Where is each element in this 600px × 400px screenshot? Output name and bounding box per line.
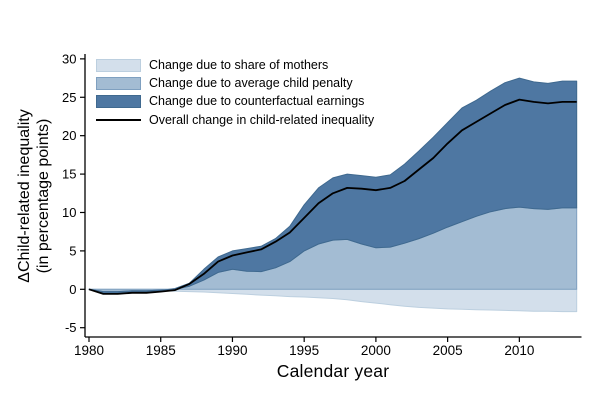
x-tick-label: 1990 <box>217 343 247 358</box>
x-tick-label: 2005 <box>433 343 463 358</box>
y-tick-label: 0 <box>69 282 76 297</box>
x-tick-label: 1985 <box>146 343 176 358</box>
legend-row-overall-change: Overall change in child-related inequali… <box>96 111 374 129</box>
legend-row-counterfactual-earnings: Change due to counterfactual earnings <box>96 92 374 110</box>
y-axis-title-line2: (in percentage points) <box>34 118 52 274</box>
y-tick-label: 15 <box>62 167 76 182</box>
legend-swatch-average-child-penalty <box>96 76 141 90</box>
y-tick-label: 25 <box>62 90 76 105</box>
x-tick-label: 1980 <box>74 343 104 358</box>
x-tick-label: 1995 <box>289 343 319 358</box>
y-tick-label: 5 <box>69 243 76 258</box>
legend: Change due to share of mothers Change du… <box>96 56 374 129</box>
legend-label-average-child-penalty: Change due to average child penalty <box>149 76 353 91</box>
legend-row-average-child-penalty: Change due to average child penalty <box>96 74 374 92</box>
y-tick-label: 30 <box>62 51 76 66</box>
legend-swatch-share-of-mothers <box>96 58 141 72</box>
y-tick-label: 20 <box>62 128 76 143</box>
line-overall-change <box>88 98 577 295</box>
legend-swatch-overall-change-line <box>96 118 141 121</box>
legend-label-share-of-mothers: Change due to share of mothers <box>149 58 329 73</box>
x-tick-label: 2010 <box>504 343 534 358</box>
y-tick-label: 10 <box>62 205 76 220</box>
x-axis-title: Calendar year <box>276 361 390 381</box>
legend-swatch-counterfactual-earnings <box>96 94 141 108</box>
legend-row-share-of-mothers: Change due to share of mothers <box>96 56 374 74</box>
area-share-of-mothers <box>88 288 578 313</box>
legend-label-counterfactual-earnings: Change due to counterfactual earnings <box>149 94 365 109</box>
y-axis-title-line1: ΔChild-related inequality <box>16 109 33 283</box>
y-axis-title: ΔChild-related inequality (in percentage… <box>16 46 56 346</box>
y-tick-label: -5 <box>65 320 77 335</box>
legend-label-overall-change: Overall change in child-related inequali… <box>149 112 375 127</box>
x-tick-label: 2000 <box>361 343 391 358</box>
area-counterfactual-earnings <box>88 77 578 294</box>
